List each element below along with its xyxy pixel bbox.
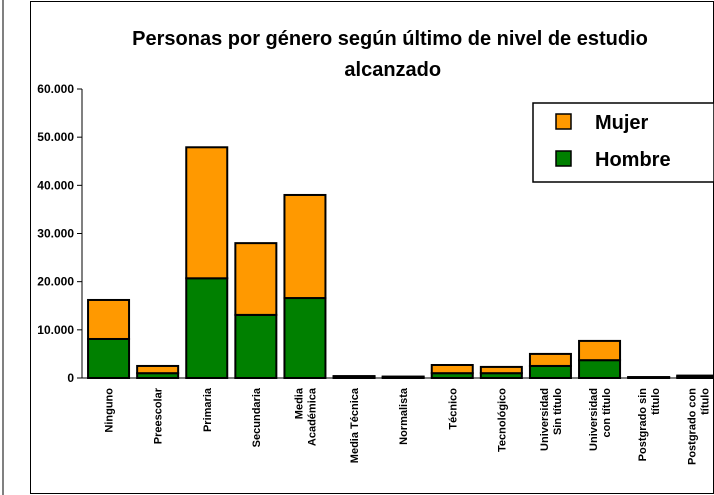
- bar-segment: [136, 364, 180, 375]
- x-tick-label: Postgrado con título: [686, 388, 711, 465]
- bar-segment: [676, 374, 714, 378]
- bar-segment: [283, 297, 327, 379]
- x-tick-label: Primaria: [202, 387, 214, 432]
- x-tick-label: Secundaria: [251, 387, 263, 447]
- bar-segment: [87, 337, 131, 379]
- bar-segment: [528, 364, 572, 380]
- bar-segment: [234, 313, 278, 380]
- bar-segment: [430, 363, 474, 375]
- bar-segment: [332, 375, 376, 379]
- x-tick-label: Tecnológico: [496, 388, 508, 452]
- x-tick-label: Universidad con título: [588, 388, 613, 451]
- legend-label: Mujer: [595, 112, 649, 134]
- bar-segment: [578, 359, 622, 380]
- bar-segment: [528, 352, 572, 367]
- bar-segment: [479, 365, 523, 375]
- bar-segment: [234, 242, 278, 316]
- y-tick-label: 60.000: [37, 82, 74, 96]
- x-tick-label: Normalista: [398, 387, 410, 445]
- y-tick-label: 20.000: [37, 275, 74, 289]
- legend-swatch: [555, 113, 572, 130]
- x-tick-label: Media Académica: [293, 387, 318, 449]
- x-tick-label: Media Técnica: [349, 387, 361, 463]
- y-tick-label: 40.000: [37, 178, 74, 192]
- x-tick-label: Postgrado sin título: [637, 388, 662, 462]
- legend-swatch: [555, 150, 572, 167]
- bar-segment: [283, 193, 327, 300]
- legend-box: [532, 102, 714, 183]
- y-tick-label: 0: [67, 371, 74, 385]
- bar-segment: [578, 339, 622, 362]
- x-tick-label: Universidad Sin título: [539, 388, 564, 451]
- bar-segment: [185, 146, 229, 280]
- x-tick-label: Preescolar: [153, 387, 165, 444]
- chart-title: Personas por género según último de nive…: [132, 28, 648, 81]
- bar-segment: [381, 375, 425, 379]
- x-tick-label: Técnico: [447, 388, 459, 430]
- bar-segment: [185, 277, 229, 380]
- y-tick-label: 30.000: [37, 227, 74, 241]
- y-tick-label: 50.000: [37, 130, 74, 144]
- legend-label: Hombre: [595, 149, 671, 171]
- x-tick-label: Ninguno: [104, 388, 116, 433]
- y-tick-label: 10.000: [37, 323, 74, 337]
- bar-segment: [87, 298, 131, 340]
